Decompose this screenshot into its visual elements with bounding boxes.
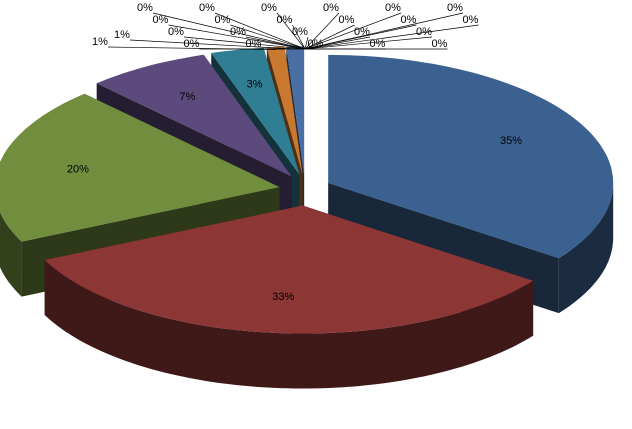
data-label: 0% <box>447 2 463 14</box>
leader-line <box>304 24 355 50</box>
leader-line <box>245 36 306 50</box>
data-label: 0% <box>292 26 308 38</box>
data-label: 0% <box>416 26 432 38</box>
data-label: 35% <box>500 135 522 147</box>
slice-top <box>266 46 303 175</box>
slice-top <box>44 205 534 334</box>
data-label: 0% <box>432 38 448 50</box>
data-label: 0% <box>261 2 277 14</box>
slice-top <box>96 54 292 177</box>
leader-line <box>168 24 306 50</box>
data-label: 0% <box>246 38 262 50</box>
slice-top <box>211 47 300 175</box>
data-label: 1% <box>92 36 108 48</box>
leader-line <box>304 36 433 50</box>
data-label: 0% <box>137 2 153 14</box>
slice-wall <box>44 260 534 389</box>
data-label: 0% <box>199 2 215 14</box>
leader-line <box>129 39 296 50</box>
data-label: 0% <box>230 26 246 38</box>
data-label: 0% <box>184 38 200 50</box>
slice-top <box>286 46 305 175</box>
data-label: 0% <box>401 14 417 26</box>
data-label: 0% <box>339 14 355 26</box>
leader-line <box>304 36 309 50</box>
slice <box>44 205 534 389</box>
data-label: 3% <box>247 79 263 91</box>
data-label: 0% <box>215 14 231 26</box>
data-label: 33% <box>272 291 294 303</box>
leader-line <box>183 36 306 50</box>
slice-wall <box>0 212 22 297</box>
data-label: 0% <box>168 26 184 38</box>
leader-line <box>304 12 464 50</box>
leader-line <box>292 24 306 50</box>
leader-line <box>214 12 306 50</box>
slice-top <box>328 54 614 259</box>
data-label: 0% <box>463 14 479 26</box>
data-label: 20% <box>67 164 89 176</box>
slice-top <box>0 93 280 242</box>
data-label: 1% <box>114 29 130 41</box>
leader-line <box>304 24 479 50</box>
leader-line <box>152 12 306 50</box>
slice-wall <box>558 182 614 314</box>
leader-line <box>304 12 402 50</box>
data-label: 0% <box>153 14 169 26</box>
leader-line <box>276 12 306 50</box>
data-label: 0% <box>277 14 293 26</box>
leader-line <box>304 12 340 50</box>
leader-line <box>230 24 306 50</box>
data-label: 7% <box>179 91 195 103</box>
data-label: 0% <box>323 2 339 14</box>
data-label: 0% <box>385 2 401 14</box>
data-label: 0% <box>370 38 386 50</box>
